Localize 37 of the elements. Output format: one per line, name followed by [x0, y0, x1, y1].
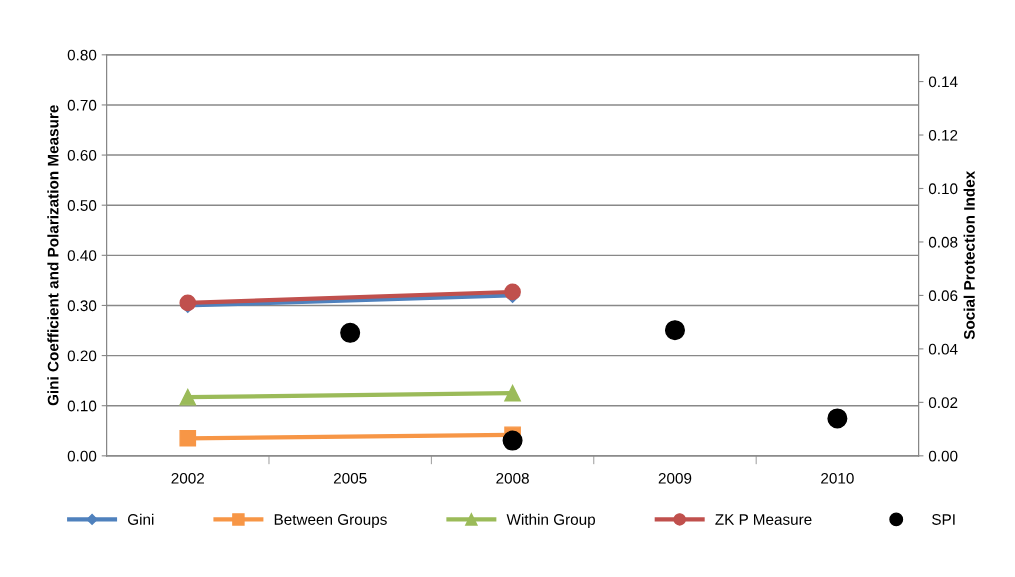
y-tick-label: 0.40	[67, 250, 97, 262]
point	[179, 388, 197, 406]
x-tick-label: 2010	[821, 472, 854, 484]
y2-tick-label: 0.10	[928, 183, 958, 195]
y-tick-label: 0.00	[67, 450, 97, 462]
y-tick-label: 0.10	[67, 400, 97, 412]
legend-label: SPI	[932, 514, 955, 525]
y2-tick-label: 0.12	[928, 129, 958, 141]
point	[504, 283, 521, 301]
y2-tick-label: 0.02	[928, 397, 958, 409]
y2-axis-title: Social Protection Index	[963, 170, 975, 340]
point	[664, 320, 685, 341]
legend-label: Within Group	[506, 513, 596, 528]
y-tick-label: 0.30	[67, 300, 97, 312]
x-tick-label: 2008	[496, 472, 529, 484]
point	[179, 429, 197, 447]
y-tick-label: 0.20	[67, 350, 97, 362]
point	[340, 322, 361, 343]
x-tick-label: 2002	[171, 472, 204, 484]
y-tick-label: 0.70	[67, 99, 97, 111]
y-tick-label: 0.60	[67, 149, 97, 161]
x-tick-label: 2009	[658, 472, 692, 484]
y2-tick-label: 0.08	[928, 236, 958, 248]
y2-tick-label: 0.00	[928, 450, 958, 462]
y2-tick-label: 0.06	[928, 290, 958, 302]
point	[502, 430, 523, 451]
legend-label: Gini	[127, 513, 154, 525]
point	[504, 384, 521, 402]
y-axis-title: Gini Coefficient and Polarization Measure	[47, 105, 59, 406]
point	[827, 408, 848, 429]
legend-label: Between Groups	[274, 514, 387, 528]
y-tick-label: 0.80	[67, 49, 97, 61]
y-tick-label: 0.50	[67, 200, 97, 211]
x-tick-label: 2005	[333, 472, 367, 484]
y2-tick-label: 0.04	[928, 343, 958, 355]
legend-label: ZK P Measure	[715, 514, 812, 525]
y2-tick-label: 0.14	[928, 76, 958, 88]
